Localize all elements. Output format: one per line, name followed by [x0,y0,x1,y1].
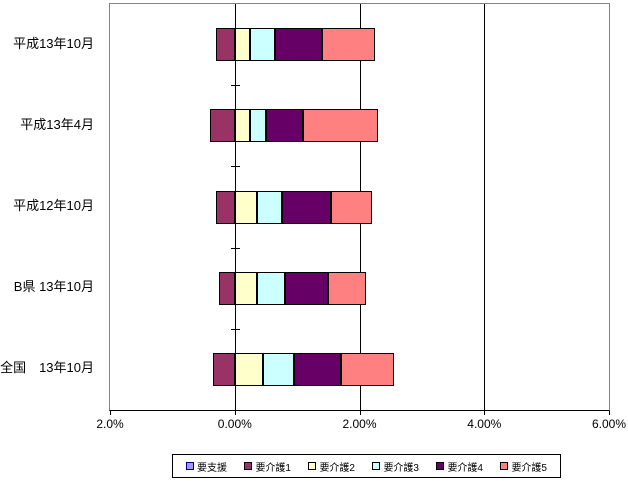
bar-segment [219,271,235,305]
category-label: 平成13年10月 [13,35,94,51]
legend-swatch-icon [372,462,381,470]
value-axis-tick [484,411,486,415]
value-axis-tick [234,411,236,415]
legend-label: 要介護3 [383,462,419,474]
legend-swatch-icon [500,462,509,470]
bar-segment [209,109,235,143]
category-tick [230,247,240,249]
value-axis-label: 4.00% [467,417,502,431]
category-tick [230,166,240,168]
bar-segment [265,109,304,143]
legend-label: 要支援 [197,462,227,474]
legend-swatch-icon [244,462,253,470]
bar-segment [212,352,235,386]
bar-segment [331,190,372,224]
legend-swatch-icon [436,462,445,470]
bar-segment [234,271,257,305]
bar-segment [250,109,266,143]
category-label: 平成12年10月 [13,198,94,213]
category-label: 平成13年4月 [20,116,94,132]
bar-segment [256,190,282,224]
value-axis-tick [609,411,610,415]
bar-segment [256,271,285,305]
plot-area [109,3,610,411]
value-axis-label: 0.00% [217,417,252,431]
legend-label: 要介護1 [255,462,291,474]
bar-segment [250,28,276,62]
category-label: 全国 13年10月 [0,360,94,376]
legend-item: 要介護3 [372,459,419,474]
bar-segment [216,190,235,224]
value-axis-label: 2.00% [342,417,377,431]
gridline [484,4,486,410]
legend-item: 要介護1 [244,459,291,474]
legend-item: 要介護5 [500,459,547,474]
value-axis-label: 2.0% [96,417,124,431]
legend-label: 要介護4 [447,462,483,474]
legend-item: 要支援 [186,459,227,474]
category-label: B県 13年10月 [13,279,94,295]
legend-label: 要介護5 [511,462,547,474]
bar-segment [322,28,376,62]
bar-segment [284,271,329,305]
bar-segment [303,109,379,143]
legend-item: 要介護2 [308,459,355,474]
category-tick [230,85,240,87]
legend-swatch-icon [186,462,194,470]
bar-segment [340,352,394,386]
bar-segment [234,28,251,62]
legend: 要支援 要介護1 要介護2 要介護3 要介護4 要介護5 [172,454,561,478]
value-axis-tick [110,411,111,415]
bar-segment [262,352,294,386]
value-axis-label: 6.00% [591,417,627,431]
bar-segment [281,190,332,224]
bar-segment [234,109,251,143]
value-axis-tick [359,411,361,415]
legend-label: 要介護2 [319,462,355,474]
bar-segment [294,352,341,386]
bar-segment [234,352,263,386]
category-tick [230,328,240,330]
bar-segment [275,28,323,62]
bar-segment [328,271,366,305]
legend-swatch-icon [308,462,317,470]
legend-item: 要介護4 [436,459,483,474]
bar-segment [216,28,235,62]
bar-segment [234,190,257,224]
